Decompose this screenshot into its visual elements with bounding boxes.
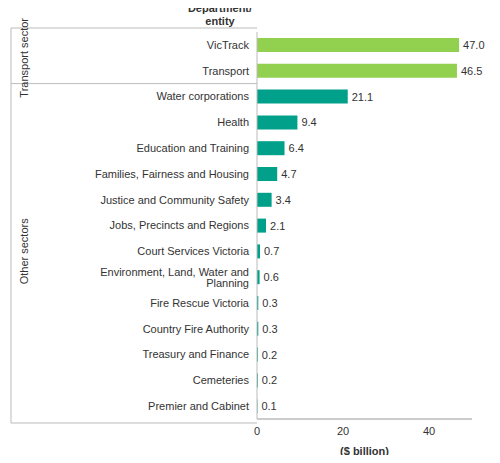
svg-text:0.2: 0.2 (262, 374, 277, 386)
svg-text:Justice and Community Safety: Justice and Community Safety (100, 194, 249, 206)
svg-text:Country Fire Authority: Country Fire Authority (143, 323, 250, 335)
svg-text:Education and Training: Education and Training (136, 142, 249, 154)
svg-text:Transport: Transport (202, 65, 249, 77)
svg-text:($ billion): ($ billion) (340, 445, 389, 455)
svg-text:0.7: 0.7 (264, 245, 279, 257)
svg-text:0.6: 0.6 (264, 271, 279, 283)
svg-text:Health: Health (217, 116, 249, 128)
svg-text:Other sectors: Other sectors (18, 218, 30, 285)
svg-text:Environment, Land, Water andPl: Environment, Land, Water andPlanning (100, 266, 249, 289)
svg-text:0.1: 0.1 (261, 400, 276, 412)
svg-text:20: 20 (337, 425, 349, 437)
svg-text:2.1: 2.1 (270, 220, 285, 232)
svg-text:Cemeteries: Cemeteries (193, 374, 250, 386)
svg-text:Fire Rescue Victoria: Fire Rescue Victoria (150, 297, 250, 309)
svg-text:46.5: 46.5 (461, 65, 482, 77)
svg-text:21.1: 21.1 (352, 91, 373, 103)
svg-text:Court Services Victoria: Court Services Victoria (137, 245, 250, 257)
svg-text:4.7: 4.7 (281, 168, 296, 180)
svg-text:6.4: 6.4 (289, 142, 304, 154)
svg-text:Premier and Cabinet: Premier and Cabinet (148, 400, 249, 412)
svg-text:40: 40 (423, 425, 435, 437)
svg-text:Families, Fairness and Housing: Families, Fairness and Housing (95, 168, 249, 180)
svg-text:0.2: 0.2 (262, 349, 277, 361)
svg-text:0.3: 0.3 (262, 297, 277, 309)
svg-text:VicTrack: VicTrack (207, 39, 250, 51)
svg-text:47.0: 47.0 (463, 39, 484, 51)
svg-text:0.3: 0.3 (262, 323, 277, 335)
svg-text:Transport sector: Transport sector (18, 18, 30, 98)
svg-text:Treasury and Finance: Treasury and Finance (142, 348, 249, 360)
svg-text:9.4: 9.4 (301, 116, 316, 128)
svg-text:3.4: 3.4 (276, 194, 291, 206)
svg-text:Water corporations: Water corporations (156, 90, 249, 102)
html-text:Department/ entity: Department/ entity (187, 2, 253, 27)
svg-text:0: 0 (254, 425, 260, 437)
svg-text:Jobs, Precincts and Regions: Jobs, Precincts and Regions (110, 219, 250, 231)
